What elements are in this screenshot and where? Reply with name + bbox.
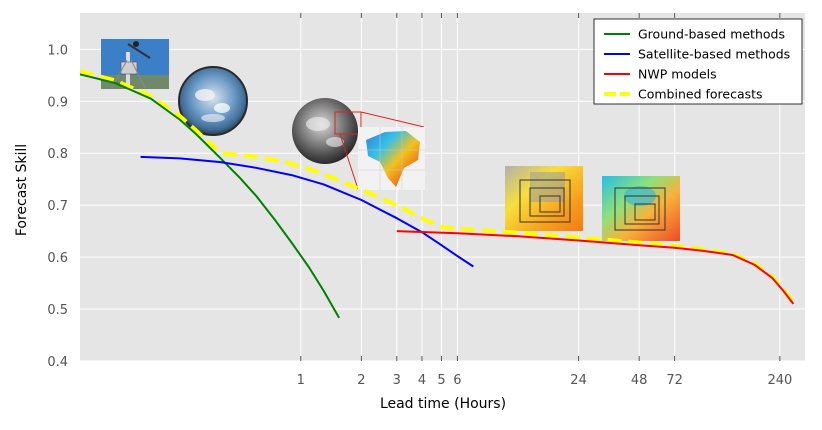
x-tick-label: 5 — [437, 373, 445, 388]
x-tick-label: 48 — [631, 373, 648, 388]
y-tick-label: 0.7 — [47, 199, 68, 214]
x-tick-label: 4 — [418, 373, 426, 388]
x-tick-label: 240 — [767, 373, 792, 388]
satellite-disk-image — [292, 98, 362, 164]
y-tick-label: 0.4 — [47, 355, 68, 370]
zoom-line-bottom — [339, 133, 359, 190]
nwp-map-image-1 — [505, 166, 583, 231]
sky-dome-image — [178, 66, 248, 136]
y-tick-label: 0.8 — [47, 147, 68, 162]
legend-label: Satellite-based methods — [638, 47, 790, 62]
series-line-ground-based-methods — [79, 73, 340, 319]
axis-ticks: 0.4 0.5 0.6 0.7 0.8 0.9 1.0 1 2 3 4 5 6 24 48 72 240 — [47, 13, 792, 388]
zoom-line-top — [360, 111, 425, 128]
camera-photo-image — [101, 39, 169, 89]
y-axis-label: Forecast Skill — [14, 144, 30, 236]
legend-label: Combined forecasts — [638, 87, 763, 102]
x-tick-label: 1 — [297, 373, 305, 388]
y-tick-label: 0.9 — [47, 95, 68, 110]
legend-label: Ground-based methods — [638, 27, 785, 42]
x-tick-label: 72 — [666, 373, 683, 388]
series-line-nwp-models — [396, 230, 795, 305]
nwp-map-image-2 — [602, 176, 680, 241]
series-lines — [79, 69, 795, 319]
satellite-map-image — [358, 127, 425, 190]
y-tick-label: 1.0 — [47, 43, 68, 58]
x-tick-label: 6 — [453, 373, 461, 388]
series-line-satellite-based-methods — [140, 155, 474, 268]
x-tick-label: 24 — [570, 373, 587, 388]
legend: Ground-based methods Satellite-based meth… — [593, 18, 803, 105]
x-tick-label: 3 — [393, 373, 401, 388]
y-tick-label: 0.6 — [47, 251, 68, 266]
legend-label: NWP models — [638, 67, 717, 82]
x-tick-label: 2 — [357, 373, 365, 388]
forecast-images — [101, 39, 680, 241]
y-tick-label: 0.5 — [47, 303, 68, 318]
x-axis-label: Lead time (Hours) — [380, 396, 506, 412]
